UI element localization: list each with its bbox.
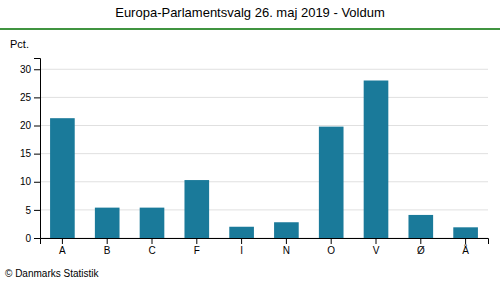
x-tick-label: O — [327, 245, 335, 256]
x-tick-mark — [196, 238, 197, 244]
grid-line — [40, 125, 488, 126]
grid-line — [40, 181, 488, 182]
grid-line — [40, 97, 488, 98]
y-axis-line — [34, 59, 41, 239]
x-tick-label: A — [59, 245, 66, 256]
x-axis-line — [41, 239, 489, 245]
footer: © Danmarks Statistik — [5, 268, 100, 279]
y-tick-mark — [34, 210, 40, 211]
y-tick: 5 — [25, 205, 40, 216]
x-tick: I — [240, 238, 243, 256]
y-tick-mark — [34, 69, 40, 70]
bar — [408, 215, 433, 238]
y-tick: 10 — [20, 176, 40, 187]
y-tick: 0 — [25, 233, 40, 244]
y-tick-label: 25 — [20, 92, 32, 103]
grid-line — [40, 153, 488, 154]
x-tick: C — [148, 238, 155, 256]
grid — [40, 69, 488, 238]
bar — [453, 227, 478, 238]
x-tick: N — [283, 238, 290, 256]
bar — [184, 180, 209, 238]
x-tick-mark — [376, 238, 377, 244]
bar — [274, 222, 299, 238]
bar — [140, 208, 165, 238]
x-tick-mark — [420, 238, 421, 244]
grid-line — [40, 69, 488, 70]
x-tick-mark — [152, 238, 153, 244]
title: Europa-Parlamentsvalg 26. maj 2019 - Vol… — [115, 5, 385, 20]
x-tick-mark — [62, 238, 63, 244]
x-tick: B — [104, 238, 111, 256]
y-tick-mark — [34, 97, 40, 98]
x-tick-mark — [331, 238, 332, 244]
x-tick-label: F — [194, 245, 200, 256]
bars — [50, 81, 478, 239]
x-tick: F — [194, 238, 200, 256]
x-tick: A — [59, 238, 66, 256]
x-tick: O — [327, 238, 335, 256]
x-tick-label: I — [240, 245, 243, 256]
y-tick-mark — [34, 238, 40, 239]
bar — [229, 227, 254, 238]
x-tick: V — [373, 238, 380, 256]
y-axis: 0 5 10 15 20 25 30 — [20, 59, 41, 244]
y-tick-label: 0 — [25, 233, 31, 244]
bar — [50, 118, 75, 238]
y-tick: 15 — [20, 148, 40, 159]
bar — [364, 81, 389, 239]
x-tick-mark — [286, 238, 287, 244]
bar — [95, 208, 120, 238]
y-tick-label: 5 — [25, 205, 31, 216]
y-tick: 30 — [20, 64, 40, 75]
y-tick-mark — [34, 154, 40, 155]
y-tick: 20 — [20, 120, 40, 131]
x-tick-label: Å — [462, 244, 469, 256]
x-tick-label: Ø — [417, 245, 425, 256]
x-tick-mark — [241, 238, 242, 244]
y-axis-label: Pct. — [10, 38, 29, 50]
chart: Europa-Parlamentsvalg 26. maj 2019 - Vol… — [0, 0, 500, 282]
x-tick-mark — [465, 238, 466, 244]
x-tick-mark — [107, 238, 108, 244]
x-tick: Å — [462, 238, 469, 256]
x-axis: ABCFINOVØÅ — [41, 238, 489, 256]
y-tick-label: 30 — [20, 64, 32, 75]
x-tick-label: B — [104, 245, 111, 256]
x-tick-label: C — [148, 245, 155, 256]
title-rule — [0, 28, 500, 30]
y-tick-label: 20 — [20, 120, 32, 131]
x-tick: Ø — [417, 238, 425, 256]
bar — [319, 127, 344, 238]
y-tick-label: 15 — [20, 148, 32, 159]
y-tick: 25 — [20, 92, 40, 103]
x-tick-label: V — [373, 245, 380, 256]
y-tick-label: 10 — [20, 176, 32, 187]
y-tick-mark — [34, 182, 40, 183]
plot: 0 5 10 15 20 25 30 A B C F I N O V Ø Å — [20, 59, 489, 257]
y-tick-mark — [34, 126, 40, 127]
x-tick-label: N — [283, 245, 290, 256]
